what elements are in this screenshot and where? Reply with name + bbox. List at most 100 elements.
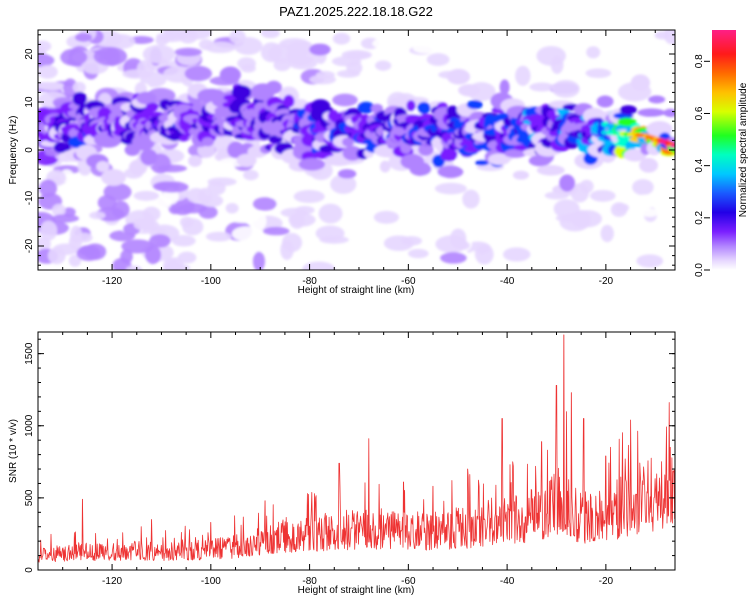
spectrogram-ridge-cell (72, 91, 87, 106)
spectrogram-noise-cell (400, 236, 423, 246)
spectrogram-halo-cell (458, 84, 481, 97)
spectrogram-noise-cell (450, 228, 467, 249)
spectrogram-ridge-cell (357, 101, 375, 114)
spectrogram-x-tick-label: -120 (102, 276, 122, 287)
spectrogram-x-tick-label: -60 (401, 276, 416, 287)
spectrogram-ridge-cell (440, 148, 458, 162)
snr-x-tick-label: -40 (500, 576, 515, 587)
spectrogram-noise-cell (59, 48, 88, 66)
spectrogram-ridge-cell (231, 85, 252, 100)
spectrogram-noise-cell (125, 265, 143, 270)
spectrogram-halo-cell (265, 80, 282, 94)
spectrogram-noise-cell (252, 251, 266, 270)
spectrogram-noise-cell (171, 235, 196, 247)
spectrogram-x-ticks: -120 -100 -80 -60 -40 -20 (37, 30, 656, 287)
spectrogram-halo-cell (639, 157, 659, 173)
spectrogram-ridge-cell (417, 101, 431, 115)
spectrogram-noise-cell (39, 220, 58, 241)
spectrogram-noise-cell (640, 208, 659, 218)
spectrogram-noise-cell (72, 81, 86, 94)
spectrogram-noise-cell (440, 203, 467, 224)
snr-x-tick-label: -120 (102, 576, 122, 587)
spectrogram-noise-cell (68, 254, 82, 267)
snr-x-tick-label: -60 (401, 576, 416, 587)
spectrogram-noise-cell (260, 30, 280, 39)
spectrogram-noise-cell (479, 68, 496, 82)
spectrogram-ridge-cell (474, 159, 489, 166)
snr-x-tick-label: -100 (201, 576, 221, 587)
spectrogram-noise-cell (263, 226, 290, 236)
spectrogram-halo-cell (536, 164, 565, 176)
spectrogram-noise-cell (515, 65, 531, 86)
spectrogram-noise-cell (319, 235, 349, 244)
colorbar-tick-label: 0.8 (694, 54, 705, 68)
spectrogram-noise-cell (585, 68, 612, 78)
spectrogram-y-tick-label: -20 (24, 238, 35, 253)
snr-x-ticks: -120 -100 -80 -60 -40 -20 (37, 332, 656, 587)
spectrogram-noise-cell (332, 32, 351, 45)
spectrogram-noise-cell (514, 222, 539, 237)
spectrogram-noise-cell (332, 93, 358, 107)
spectrogram-noise-cell (440, 252, 467, 264)
spectrogram-noise-cell (586, 46, 601, 59)
spectrogram-ridge-cell (466, 100, 483, 110)
snr-x-tick-label: -80 (302, 576, 317, 587)
spectrogram-noise-cell (309, 74, 337, 85)
spectrogram-ridge-cell (201, 137, 214, 147)
spectrogram-noise-cell (104, 33, 136, 50)
spectrogram-panel: -120 -100 -80 -60 -40 -20 20 10 0 -10 -20 Height … (8, 29, 676, 296)
spectrogram-noise-cell (38, 64, 58, 79)
snr-y-tick-label: 1500 (24, 342, 35, 365)
spectrogram-halo-cell (488, 153, 511, 166)
spectrogram-noise-cell (133, 190, 160, 201)
spectrogram-noise-cell (75, 32, 93, 42)
spectrogram-halo-cell (188, 155, 202, 167)
spectrogram-noise-cell (551, 79, 580, 98)
spectrogram-noise-cell (38, 179, 58, 198)
spectrogram-x-tick-label: -20 (599, 276, 614, 287)
spectrogram-halo-cell (663, 108, 675, 118)
spectrogram-y-tick-label: 0 (24, 147, 35, 153)
spectrogram-noise-cell (610, 44, 644, 62)
spectrogram-halo-cell (637, 108, 666, 117)
snr-y-axis-label: SNR (10 * v/v) (8, 419, 19, 483)
spectrogram-halo-cell (512, 170, 529, 180)
snr-y-tick-label: 0 (24, 567, 35, 573)
spectrogram-y-tick-label: 20 (24, 48, 35, 60)
snr-y-tick-label: 1000 (24, 414, 35, 437)
spectrogram-noise-cell (231, 226, 261, 242)
spectrogram-noise-cell (89, 211, 106, 220)
spectrogram-noise-cell (330, 174, 357, 195)
spectrogram-noise-cell (318, 203, 343, 224)
spectrogram-x-tick-label: -40 (500, 276, 515, 287)
spectrogram-ridge-cell (619, 105, 637, 115)
spectrogram-noise-cell (550, 55, 564, 74)
spectrogram-noise-cell (122, 69, 151, 79)
spectrogram-halo-cell (219, 66, 241, 84)
spectrogram-y-tick-label: 10 (24, 96, 35, 108)
spectrogram-noise-cell (167, 257, 184, 270)
spectrogram-noise-cell (235, 240, 267, 255)
colorbar: 0.0 0.2 0.4 0.6 0.8 Normalized spectral ampl… (694, 30, 749, 277)
spectrogram-noise-cell (373, 210, 400, 224)
spectrogram-halo-cell (648, 95, 666, 104)
spectrogram-noise-cell (93, 46, 128, 66)
spectrogram-noise-cell (38, 81, 64, 90)
spectrogram-noise-cell (280, 207, 309, 218)
spectrogram-noise-cell (179, 203, 207, 214)
spectrogram-noise-cell (326, 191, 349, 203)
spectrogram-noise-cell (600, 224, 614, 243)
spectrogram-noise-cell (163, 65, 194, 83)
spectrogram-noise-cell (472, 37, 506, 53)
spectrogram-halo-cell (298, 157, 326, 171)
spectrogram-halo-cell (437, 165, 464, 179)
snr-y-ticks: 0 500 1000 1500 (24, 338, 675, 573)
spectrogram-noise-cell (120, 249, 133, 264)
spectrogram-noise-cell (426, 53, 450, 66)
spectrogram-noise-cell (636, 254, 664, 268)
spectrogram-noise-cell (553, 199, 580, 219)
spectrogram-y-ticks: 20 10 0 -10 -20 (24, 34, 675, 266)
spectrogram-ridge-cell (342, 137, 354, 147)
spectrogram-noise-cell (407, 248, 429, 259)
